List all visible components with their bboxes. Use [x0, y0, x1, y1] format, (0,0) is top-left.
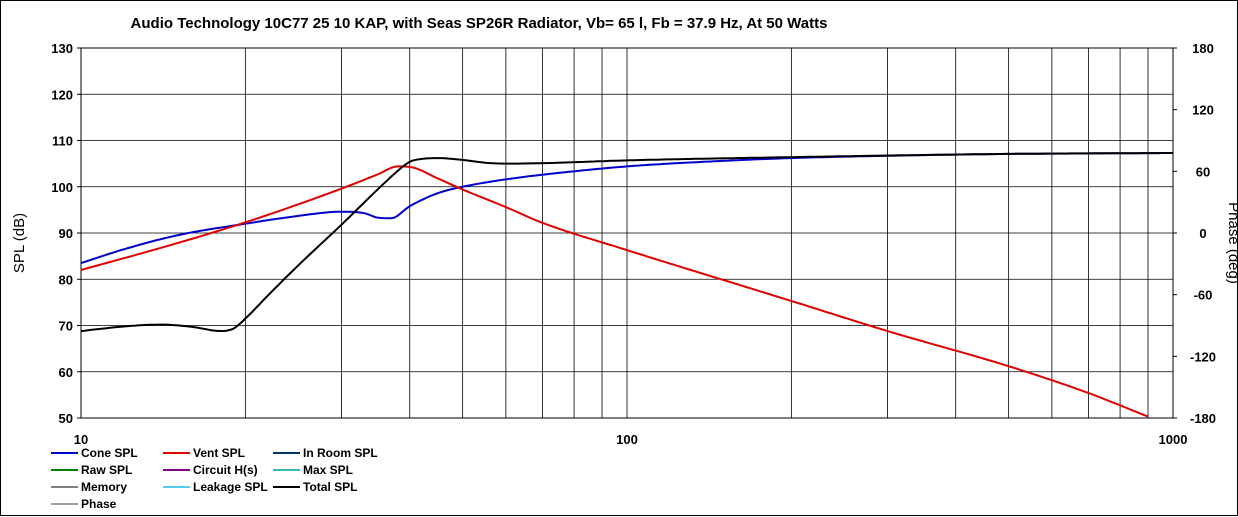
- y-tick-label: 90: [59, 226, 73, 241]
- y-tick-label: 60: [59, 365, 73, 380]
- legend-label-in-room-spl: In Room SPL: [303, 446, 378, 460]
- x-tick-label: 1000: [1159, 432, 1188, 447]
- series-lines: [80, 152, 1173, 418]
- y2-tick-label: 180: [1192, 41, 1214, 56]
- y-axis-label: SPL (dB): [11, 213, 28, 273]
- y-tick-label: 80: [59, 272, 73, 287]
- grid-lines: [81, 48, 1173, 418]
- y2-tick-label: 0: [1199, 226, 1206, 241]
- legend-label-leakage-spl: Leakage SPL: [193, 480, 268, 494]
- y2-tick-label: -180: [1190, 411, 1216, 426]
- y2-tick-label: -60: [1194, 288, 1213, 303]
- legend-label-max-spl: Max SPL: [303, 463, 353, 477]
- y-tick-label: 110: [52, 134, 73, 149]
- chart-title: Audio Technology 10C77 25 10 KAP, with S…: [131, 15, 828, 32]
- x-tick-label: 10: [74, 432, 88, 447]
- y2-tick-label: 120: [1192, 103, 1214, 118]
- legend-label-phase: Phase: [81, 497, 117, 511]
- x-tick-label: 100: [616, 432, 638, 447]
- y-tick-label: 130: [51, 41, 73, 56]
- legend-label-cone-spl: Cone SPL: [81, 446, 138, 460]
- legend-label-memory: Memory: [81, 480, 127, 494]
- y-tick-label: 120: [51, 87, 73, 102]
- total-spl-line: [80, 152, 1173, 333]
- y-tick-label: 50: [59, 411, 73, 426]
- y2-tick-label: -120: [1190, 349, 1216, 364]
- y-tick-label: 70: [59, 319, 73, 334]
- legend-label-circuit-h-s-: Circuit H(s): [193, 463, 258, 477]
- legend-label-vent-spl: Vent SPL: [193, 446, 245, 460]
- legend: Cone SPL Vent SPL In Room SPL Raw SPL Circui…: [51, 446, 378, 511]
- y2-tick-label: 60: [1196, 164, 1210, 179]
- legend-label-total-spl: Total SPL: [303, 480, 357, 494]
- legend-label-raw-spl: Raw SPL: [81, 463, 132, 477]
- vent-spl-line: [80, 165, 1149, 418]
- tick-labels: 130 120 110 100 90 80 70 60 50 180 120 60 0 -60 -120 -1…: [51, 41, 1216, 447]
- y-tick-label: 100: [51, 180, 73, 195]
- y2-axis-label: Phase (deg): [1225, 202, 1238, 284]
